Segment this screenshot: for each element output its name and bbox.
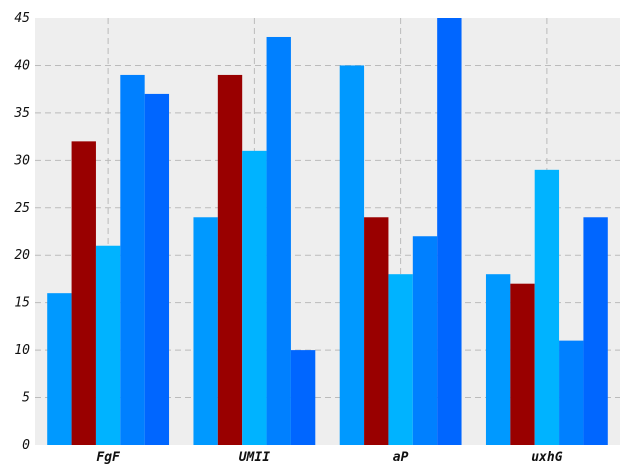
- bar: [364, 217, 389, 445]
- y-tick-label: 45: [14, 11, 30, 26]
- bar: [534, 169, 560, 446]
- bar: [266, 36, 291, 445]
- y-tick-label: 25: [14, 201, 30, 216]
- bar: [388, 274, 413, 445]
- y-tick-label: 20: [14, 248, 30, 263]
- bar: [510, 283, 535, 445]
- bar: [193, 217, 218, 445]
- y-tick-label: 0: [22, 438, 30, 453]
- x-tick-label: uxhG: [531, 450, 562, 465]
- bar: [339, 65, 365, 445]
- bar: [242, 150, 267, 445]
- bar: [71, 141, 96, 445]
- bar: [437, 18, 462, 445]
- x-tick-label: aP: [393, 450, 409, 465]
- y-tick-label: 40: [14, 58, 30, 73]
- y-tick-label: 15: [14, 296, 30, 311]
- bar: [144, 93, 170, 446]
- bar: [95, 245, 121, 445]
- y-tick-label: 30: [13, 153, 30, 168]
- bars-group: [47, 18, 608, 446]
- bar: [412, 236, 438, 445]
- y-axis: 0 5 10 15 20 25 30 35 40 45: [13, 11, 30, 453]
- bar: [120, 74, 145, 445]
- bar: [47, 293, 72, 445]
- bar: [559, 340, 584, 445]
- x-tick-label: FgF: [96, 450, 121, 465]
- y-tick-label: 35: [13, 106, 30, 121]
- x-axis: FgF UMII aP uxhG: [96, 450, 562, 465]
- bar: [290, 350, 316, 445]
- y-tick-label: 5: [22, 391, 30, 406]
- bar: [217, 74, 243, 445]
- y-tick-label: 10: [14, 343, 30, 358]
- bar: [583, 217, 608, 445]
- x-tick-label: UMII: [239, 450, 270, 465]
- bar: [485, 274, 511, 445]
